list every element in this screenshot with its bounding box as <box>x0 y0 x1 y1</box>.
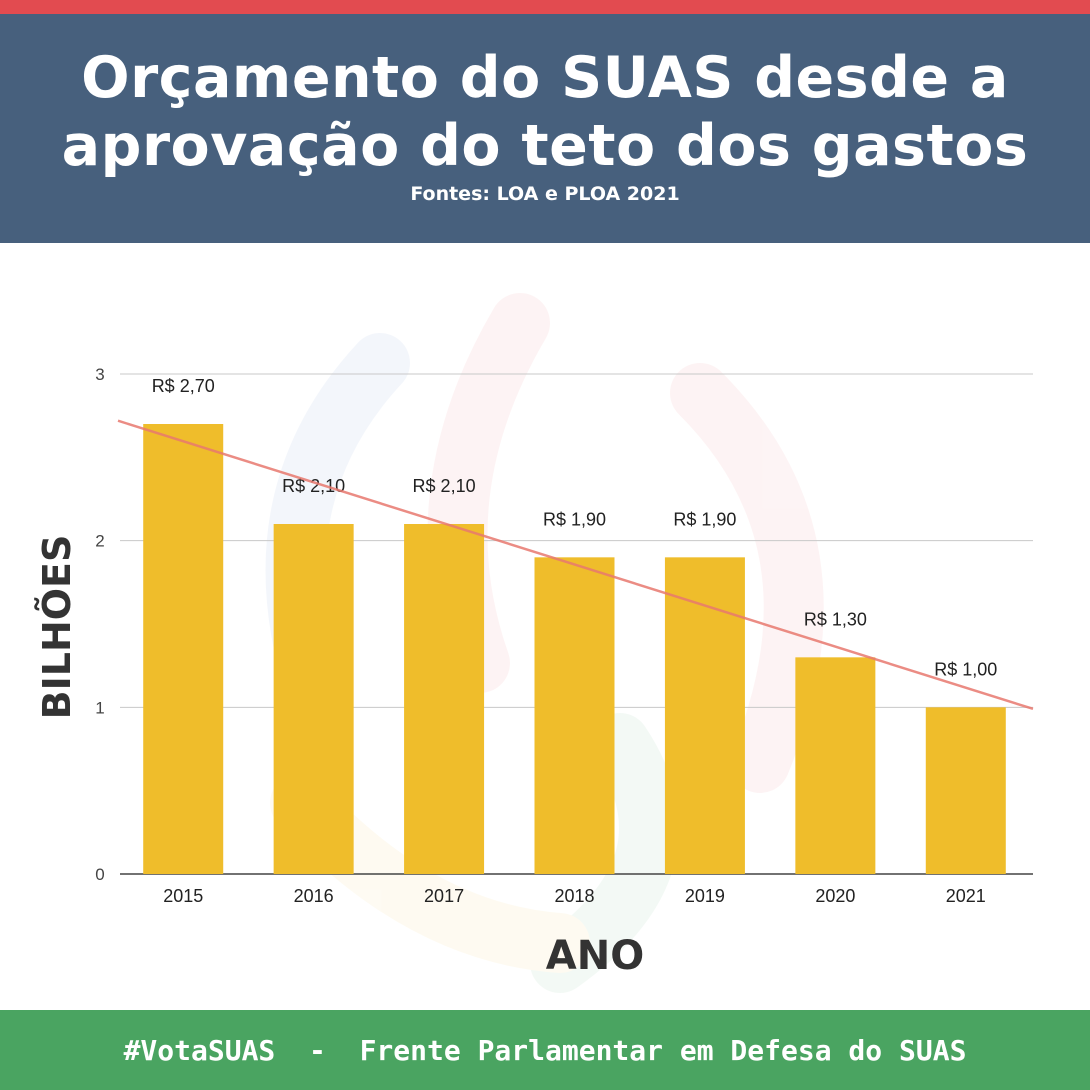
x-tick-label: 2019 <box>685 886 725 906</box>
bar-2019 <box>664 557 745 874</box>
trendline <box>117 419 1034 711</box>
title-line-2: aprovação do teto dos gastos <box>61 113 1029 179</box>
x-tick-label: 2016 <box>294 886 334 906</box>
x-tick-label: 2017 <box>424 886 464 906</box>
data-label: R$ 1,90 <box>673 509 736 529</box>
source-note: Fontes: LOA e PLOA 2021 <box>410 183 680 205</box>
y-tick-label: 1 <box>95 698 104 717</box>
bar-2021 <box>925 707 1006 874</box>
bar-chart: 0 1 2 3 R$ 2,70 2015 R$ 2,10 2016 R$ 2,10 2017 R$ … <box>95 365 1034 906</box>
y-tick-label: 2 <box>95 532 104 551</box>
x-axis-label: ANO <box>545 933 645 979</box>
data-label: R$ 1,90 <box>543 509 606 529</box>
title-line-1: Orçamento do SUAS desde a <box>81 45 1009 111</box>
data-label: R$ 1,00 <box>934 659 997 679</box>
data-label: R$ 2,10 <box>282 476 345 496</box>
footer-banner: #VotaSUAS - Frente Parlamentar em Defesa… <box>0 1010 1090 1090</box>
y-tick-label: 0 <box>95 865 104 884</box>
bar-2015 <box>143 424 224 874</box>
x-tick-label: 2015 <box>163 886 203 906</box>
header-banner: Orçamento do SUAS desde a aprovação do t… <box>0 14 1090 243</box>
bar-2018 <box>534 557 615 874</box>
bar-2017 <box>404 524 485 874</box>
footer-text: #VotaSUAS - Frente Parlamentar em Defesa… <box>123 1033 967 1067</box>
x-tick-label: 2020 <box>815 886 855 906</box>
y-tick-label: 3 <box>95 365 104 384</box>
y-axis-label: BILHÕES <box>35 534 79 720</box>
chart-area: 0 1 2 3 R$ 2,70 2015 R$ 2,10 2016 R$ 2,10 2017 R$ … <box>0 243 1090 1010</box>
data-label: R$ 2,70 <box>152 376 215 396</box>
bar-2016 <box>273 524 354 874</box>
top-stripe <box>0 0 1090 14</box>
x-tick-label: 2018 <box>554 886 594 906</box>
bar-2020 <box>795 657 876 874</box>
data-label: R$ 2,10 <box>413 476 476 496</box>
chart-title: Orçamento do SUAS desde a aprovação do t… <box>0 14 1090 180</box>
data-label: R$ 1,30 <box>804 609 867 629</box>
x-tick-label: 2021 <box>946 886 986 906</box>
